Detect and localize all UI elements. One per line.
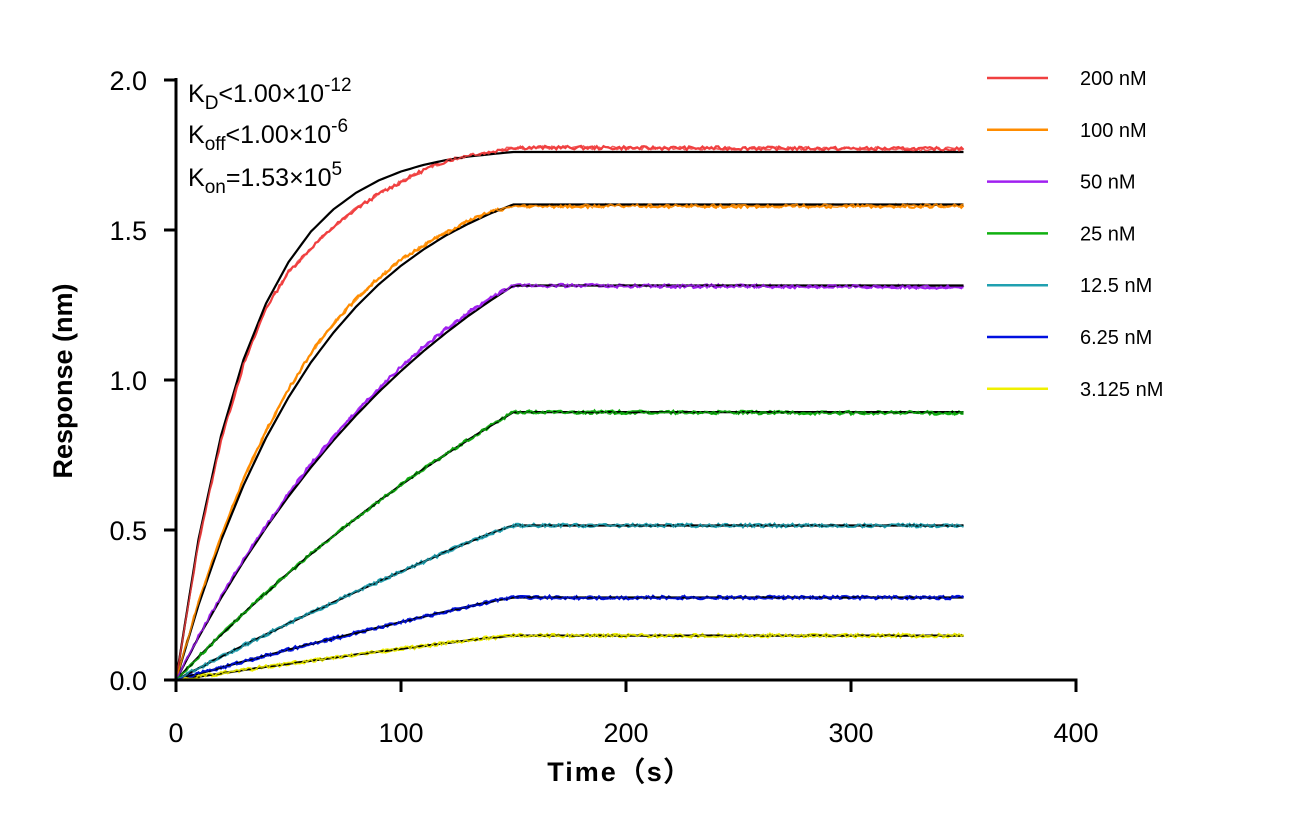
data-curve-12.5-nM	[175, 521, 964, 681]
legend-item: 25 nM	[987, 223, 1136, 245]
kinetic-annotation: KD<1.00×10-12 Koff<1.00×10-6 Kon=1.53×10…	[188, 75, 352, 198]
legend-label: 50 nM	[1080, 172, 1136, 194]
legend: 200 nM 100 nM 50 nM 25 nM 12.5 nM 6.25 nM 3.12…	[987, 68, 1163, 401]
fit-curve-3.125-nM	[175, 634, 964, 682]
kd-label: KD<1.00×10-12	[188, 75, 352, 114]
legend-item: 12.5 nM	[987, 275, 1152, 297]
data-curve-overlay	[175, 282, 964, 681]
legend-label: 25 nM	[1080, 223, 1136, 245]
data-curve-overlay	[175, 409, 964, 681]
axis-ticks: 0 100 200 300 400 0.0 0.5 1.0 1.5 2.0	[109, 66, 1098, 748]
legend-item: 3.125 nM	[987, 379, 1163, 401]
x-axis-title: Time（s）	[547, 757, 693, 787]
legend-item: 50 nM	[987, 172, 1136, 194]
fit-curve-25-nM	[175, 411, 964, 681]
koff-label: Koff<1.00×10-6	[188, 116, 348, 155]
fit-curve-12.5-nM	[175, 524, 964, 681]
legend-label: 6.25 nM	[1080, 327, 1152, 349]
data-curve-overlay	[175, 202, 964, 681]
data-curve-3.125-nM	[175, 631, 965, 682]
legend-label: 200 nM	[1080, 68, 1147, 90]
x-tick-label: 400	[1053, 718, 1098, 748]
legend-label: 12.5 nM	[1080, 275, 1152, 297]
fit-curve-100-nM	[174, 203, 964, 681]
data-curve-overlay	[175, 594, 964, 681]
y-tick-label: 0.5	[109, 516, 147, 546]
data-curve-100-nM	[174, 202, 965, 681]
y-tick-label: 2.0	[109, 66, 147, 96]
x-tick-label: 300	[828, 718, 873, 748]
x-tick-label: 100	[378, 718, 423, 748]
legend-label: 3.125 nM	[1080, 379, 1163, 401]
legend-item: 100 nM	[987, 120, 1147, 142]
fit-curve-6.25-nM	[175, 596, 964, 682]
y-tick-label: 1.5	[109, 216, 147, 246]
legend-item: 200 nM	[987, 68, 1147, 90]
kon-label: Kon=1.53×105	[188, 159, 342, 198]
data-curve-overlay	[175, 144, 964, 681]
plot-area	[174, 144, 965, 682]
legend-item: 6.25 nM	[987, 327, 1152, 349]
data-curve-25-nM	[175, 408, 964, 681]
y-tick-label: 1.0	[109, 366, 147, 396]
legend-label: 100 nM	[1080, 120, 1147, 142]
y-axis-title: Response (nm)	[48, 283, 78, 478]
fit-curve-200-nM	[174, 150, 964, 681]
data-curve-overlay	[175, 522, 964, 681]
x-tick-label: 200	[603, 718, 648, 748]
data-curve-overlay	[175, 632, 964, 681]
y-tick-label: 0.0	[109, 666, 147, 696]
x-tick-label: 0	[168, 718, 183, 748]
